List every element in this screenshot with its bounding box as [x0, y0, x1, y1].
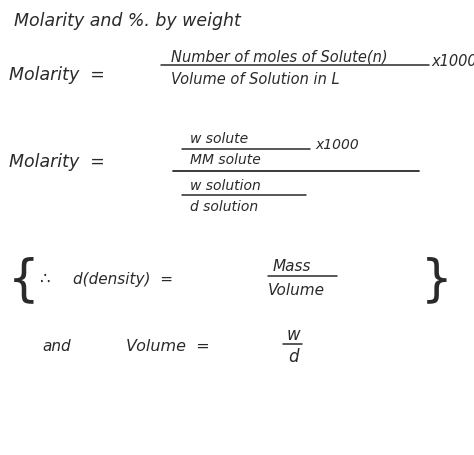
- Text: w solution: w solution: [190, 179, 260, 192]
- Text: Molarity and %. by weight: Molarity and %. by weight: [14, 11, 241, 30]
- Text: Number of moles of Solute(n): Number of moles of Solute(n): [171, 50, 387, 64]
- Text: x1000: x1000: [315, 137, 359, 151]
- Text: MM solute: MM solute: [190, 152, 260, 166]
- Text: ∴: ∴: [40, 269, 51, 288]
- Text: w: w: [287, 325, 301, 344]
- Text: w solute: w solute: [190, 132, 248, 146]
- Text: d: d: [288, 347, 299, 365]
- Text: d solution: d solution: [190, 199, 258, 213]
- Text: x1000: x1000: [431, 54, 474, 69]
- Text: Molarity  =: Molarity =: [9, 66, 105, 84]
- Text: Mass: Mass: [273, 259, 311, 273]
- Text: Molarity  =: Molarity =: [9, 152, 105, 171]
- Text: $\}$: $\}$: [420, 254, 448, 305]
- Text: Volume of Solution in L: Volume of Solution in L: [171, 72, 339, 87]
- Text: Volume: Volume: [268, 283, 325, 297]
- Text: $\{$: $\{$: [7, 254, 35, 305]
- Text: and: and: [43, 339, 71, 353]
- Text: Volume  =: Volume =: [126, 339, 209, 353]
- Text: d(density)  =: d(density) =: [73, 271, 173, 286]
